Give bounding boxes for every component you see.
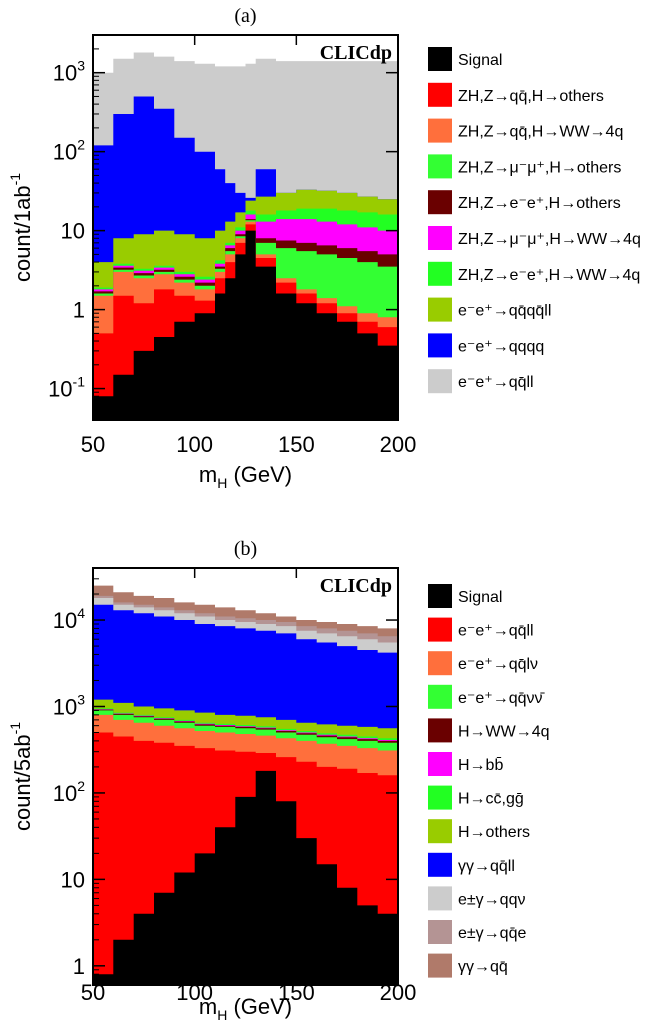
legend-swatch (428, 261, 452, 286)
x-tick-label: 100 (176, 432, 213, 457)
legend-swatch (428, 226, 452, 250)
x-tick-label: 50 (81, 432, 105, 457)
series-area-0 (93, 770, 398, 985)
y-tick-label: 1 (73, 954, 85, 979)
x-tick-label: 100 (176, 980, 213, 1005)
legend-swatch (428, 852, 452, 877)
y-axis-title: count/1ab-1 (7, 173, 35, 282)
legend-label: H→cc̄,gḡ (458, 791, 524, 808)
legend-swatch (428, 333, 452, 358)
legend-swatch (428, 718, 452, 743)
legend-label: ZH,Z→μ⁻μ⁺,H→others (458, 159, 621, 176)
legend-label: ZH,Z→qq̄,H→others (458, 88, 604, 105)
legend-label: e⁻e⁺→qq̄ll (458, 374, 534, 391)
chart-panel-1: (b) 50 100 150 200 1 10 102 103 104 mH (GeV) count/… (7, 538, 550, 1023)
x-axis-title: mH (GeV) (199, 462, 292, 491)
legend-label: ZH,Z→μ⁻μ⁺,H→WW→4q (458, 231, 641, 248)
panel-label: (b) (234, 538, 257, 560)
legend-label: e±γ→qq̄e (458, 925, 526, 942)
legend-label: ZH,Z→qq̄,H→WW→4q (458, 124, 623, 141)
legend-label: e⁻e⁺→qq̄lν (458, 656, 538, 673)
plot-frame (92, 567, 399, 986)
legend-label: γγ→qq̄ll (458, 858, 515, 875)
legend-swatch (428, 369, 452, 394)
x-tick-label: 200 (380, 980, 417, 1005)
x-tick-label: 150 (278, 980, 315, 1005)
legend-swatch (428, 752, 452, 776)
x-axis-title: mH (GeV) (199, 994, 292, 1023)
legend-swatch (428, 584, 452, 608)
series-area-0 (93, 230, 398, 420)
legend-swatch (428, 82, 452, 107)
plot-frame (92, 34, 399, 421)
legend-swatch (428, 154, 452, 179)
legend-swatch (428, 190, 452, 215)
y-axis-title: count/5ab-1 (7, 722, 35, 831)
legend-label: Signal (458, 52, 502, 69)
legend-label: e⁻e⁺→qq̄qq̄ll (458, 303, 551, 320)
legend-swatch (428, 47, 452, 71)
legend-swatch (428, 684, 452, 709)
y-tick-label: 10 (61, 867, 85, 892)
x-tick-label: 50 (81, 980, 105, 1005)
chart-panel-0: (a) 50 100 150 200 10-1 1 10 102 103 mH (GeV) count… (7, 5, 641, 491)
y-tick-label: 103 (53, 691, 85, 719)
clicdp-watermark: CLICdp (320, 42, 392, 64)
legend-swatch (428, 118, 452, 143)
legend-swatch (428, 651, 452, 676)
legend-swatch (428, 785, 452, 810)
legend-swatch (428, 297, 452, 322)
legend-label: γγ→qq̄ (458, 959, 508, 976)
y-tick-label: 1 (73, 298, 85, 323)
legend-swatch (428, 819, 452, 844)
legend-label: ZH,Z→e⁻e⁺,H→WW→4q (458, 267, 640, 284)
clicdp-watermark: CLICdp (320, 575, 392, 597)
legend-swatch (428, 953, 452, 978)
y-tick-label: 10-1 (48, 374, 85, 402)
y-tick-label: 102 (53, 778, 85, 806)
legend-label: e⁻e⁺→qqqq (458, 338, 544, 355)
legend-swatch (428, 617, 452, 642)
legend-label: e⁻e⁺→qq̄νν̄ (458, 690, 545, 707)
y-tick-label: 103 (53, 58, 85, 86)
panel-label: (a) (234, 5, 256, 27)
y-tick-label: 102 (53, 137, 85, 165)
legend-label: e⁻e⁺→qq̄ll (458, 623, 534, 640)
legend-label: ZH,Z→e⁻e⁺,H→others (458, 195, 621, 212)
legend-label: H→WW→4q (458, 723, 550, 740)
y-tick-label: 104 (53, 605, 85, 633)
legend-swatch (428, 886, 452, 911)
y-tick-label: 10 (61, 219, 85, 244)
x-tick-label: 200 (380, 432, 417, 457)
x-tick-label: 150 (278, 432, 315, 457)
legend-label: H→bb̄ (458, 757, 503, 774)
legend-label: Signal (458, 589, 502, 606)
legend-label: e±γ→qqν (458, 891, 525, 908)
legend-swatch (428, 920, 452, 944)
legend-label: H→others (458, 824, 530, 841)
